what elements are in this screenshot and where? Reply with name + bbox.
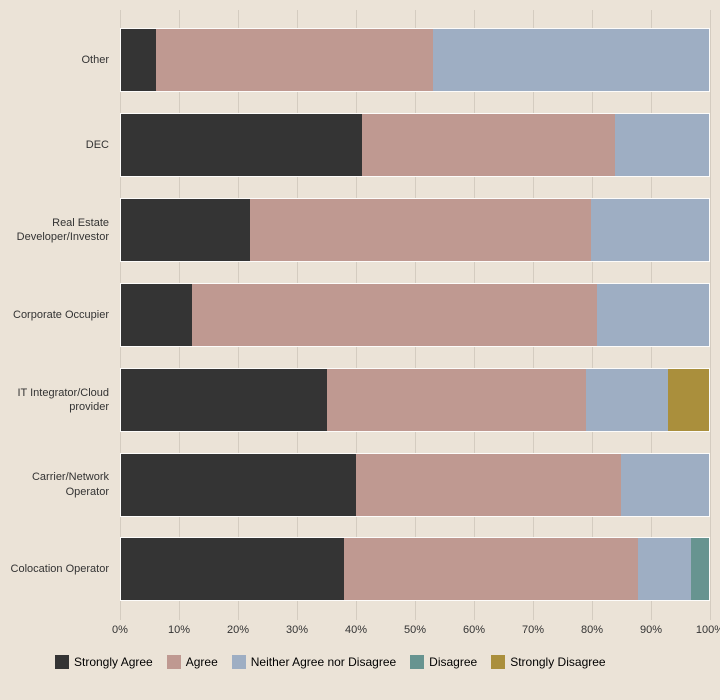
- y-axis-label: Carrier/Network Operator: [0, 453, 115, 517]
- x-tick-label: 30%: [286, 624, 308, 636]
- x-tick-label: 90%: [640, 624, 662, 636]
- legend-label: Strongly Agree: [74, 655, 153, 669]
- bar-segment: [356, 454, 621, 516]
- bar-segment: [121, 538, 344, 600]
- x-tick-label: 80%: [581, 624, 603, 636]
- y-axis-labels: Other DEC Real Estate Developer/Investor Co…: [0, 10, 115, 620]
- gridline: [710, 10, 711, 620]
- legend-label: Neither Agree nor Disagree: [251, 655, 396, 669]
- y-axis-label: Corporate Occupier: [0, 283, 115, 347]
- bar-segment: [615, 114, 709, 176]
- bar-row: [120, 537, 710, 601]
- bar-segment: [121, 114, 362, 176]
- x-tick-label: 100%: [696, 624, 720, 636]
- x-tick-label: 0%: [112, 624, 128, 636]
- bar-row: [120, 283, 710, 347]
- y-axis-label: Colocation Operator: [0, 537, 115, 601]
- bar-segment: [192, 284, 598, 346]
- bar-segment: [597, 284, 709, 346]
- legend-item: Strongly Disagree: [491, 655, 605, 669]
- bar-segment: [344, 538, 638, 600]
- bar-segment: [621, 454, 709, 516]
- bar-segment: [691, 538, 709, 600]
- y-axis-label: IT Integrator/Cloud provider: [0, 368, 115, 432]
- x-tick-label: 10%: [168, 624, 190, 636]
- bar-segment: [591, 199, 709, 261]
- legend-item: Strongly Agree: [55, 655, 153, 669]
- bar-row: [120, 198, 710, 262]
- y-axis-label: Real Estate Developer/Investor: [0, 198, 115, 262]
- chart-plot-area: [120, 10, 710, 620]
- bar-row: [120, 453, 710, 517]
- legend: Strongly Agree Agree Neither Agree nor Dis…: [55, 655, 715, 669]
- bar-segment: [327, 369, 586, 431]
- bar-segment: [121, 199, 250, 261]
- y-axis-label: DEC: [0, 113, 115, 177]
- legend-label: Disagree: [429, 655, 477, 669]
- bar-segment: [121, 284, 192, 346]
- bar-segment: [362, 114, 615, 176]
- bar-segment: [121, 454, 356, 516]
- legend-label: Strongly Disagree: [510, 655, 605, 669]
- legend-label: Agree: [186, 655, 218, 669]
- bar-segment: [121, 369, 327, 431]
- bar-segment: [121, 29, 156, 91]
- bar-segment: [250, 199, 591, 261]
- bar-row: [120, 113, 710, 177]
- legend-swatch: [232, 655, 246, 669]
- x-tick-label: 50%: [404, 624, 426, 636]
- x-tick-label: 20%: [227, 624, 249, 636]
- legend-swatch: [410, 655, 424, 669]
- x-tick-label: 70%: [522, 624, 544, 636]
- bar-segment: [433, 29, 709, 91]
- bar-segment: [638, 538, 691, 600]
- legend-item: Neither Agree nor Disagree: [232, 655, 396, 669]
- x-axis: 0%10%20%30%40%50%60%70%80%90%100%: [120, 620, 710, 650]
- legend-swatch: [167, 655, 181, 669]
- bar-segment: [668, 369, 709, 431]
- legend-swatch: [55, 655, 69, 669]
- bars-container: [120, 10, 710, 620]
- bar-segment: [156, 29, 432, 91]
- y-axis-label: Other: [0, 28, 115, 92]
- legend-swatch: [491, 655, 505, 669]
- bar-row: [120, 28, 710, 92]
- x-tick-label: 40%: [345, 624, 367, 636]
- bar-row: [120, 368, 710, 432]
- legend-item: Agree: [167, 655, 218, 669]
- legend-item: Disagree: [410, 655, 477, 669]
- x-tick-label: 60%: [463, 624, 485, 636]
- bar-segment: [586, 369, 668, 431]
